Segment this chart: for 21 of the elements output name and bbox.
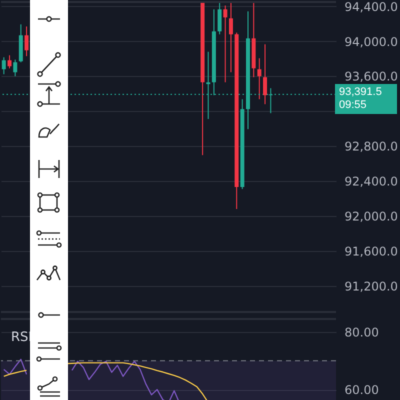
y-tick-label: 91,200.0 [344, 279, 398, 294]
candlestick [263, 44, 268, 105]
y-tick-label: 93,600.0 [344, 70, 398, 84]
y-tick-label: 92,400.0 [344, 174, 398, 189]
y-tick-label: 92,800.0 [344, 140, 398, 154]
y-tick-label: 60.00 [344, 383, 379, 398]
y-tick-label: 94,400.0 [344, 0, 398, 14]
y-tick-label: 94,000.0 [344, 34, 398, 49]
y-tick-label: 80.00 [344, 325, 379, 340]
candlestick [223, 4, 228, 83]
candlestick [2, 56, 6, 75]
ref-line-label: 93,391.5 [339, 86, 383, 100]
candlestick [8, 54, 12, 69]
y-tick-label: 91,600.0 [344, 244, 398, 258]
candlestick [257, 58, 262, 100]
candlestick [24, 26, 29, 57]
candlestick [218, 2, 222, 35]
y-tick-label: 92,000.0 [344, 209, 398, 224]
candlestick [13, 59, 18, 77]
text: 09:55 [339, 99, 368, 112]
candlestick [228, 2, 233, 73]
